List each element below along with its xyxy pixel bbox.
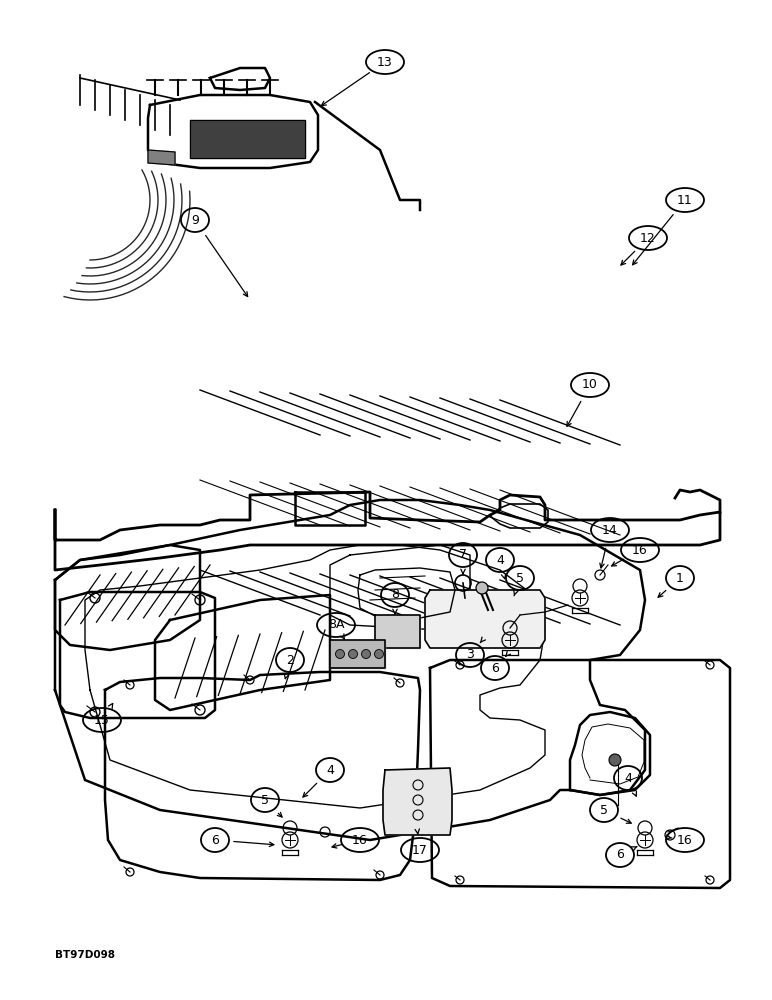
Polygon shape (375, 615, 420, 648)
Text: 6: 6 (616, 848, 624, 861)
Text: 2: 2 (286, 654, 294, 666)
Text: 17: 17 (412, 844, 428, 856)
Polygon shape (383, 768, 452, 835)
Text: 16: 16 (632, 544, 648, 556)
Text: 8A: 8A (328, 618, 344, 632)
Text: 14: 14 (602, 524, 618, 536)
Polygon shape (425, 590, 545, 648)
Text: 3: 3 (466, 648, 474, 662)
Text: 11: 11 (677, 194, 693, 207)
Text: 6: 6 (491, 662, 499, 674)
Circle shape (348, 650, 357, 658)
Circle shape (609, 754, 621, 766)
Polygon shape (190, 120, 305, 158)
Text: 1: 1 (676, 572, 684, 584)
Circle shape (476, 582, 488, 594)
Text: 6: 6 (211, 834, 219, 846)
Text: 4: 4 (624, 772, 632, 784)
Circle shape (361, 650, 371, 658)
Circle shape (374, 650, 384, 658)
Text: 5: 5 (600, 804, 608, 816)
Text: 9: 9 (191, 214, 199, 227)
Circle shape (336, 650, 344, 658)
Text: 12: 12 (640, 232, 656, 244)
Text: 10: 10 (582, 378, 598, 391)
Text: 4: 4 (326, 764, 334, 776)
Text: 4: 4 (496, 554, 504, 566)
Polygon shape (330, 640, 385, 668)
Text: 16: 16 (677, 834, 693, 846)
Text: 16: 16 (352, 834, 368, 846)
Text: 5: 5 (261, 794, 269, 806)
Text: 13: 13 (378, 55, 393, 68)
Text: 8: 8 (391, 588, 399, 601)
Text: 7: 7 (459, 548, 467, 562)
Text: 15: 15 (94, 714, 110, 726)
Polygon shape (148, 150, 175, 165)
Text: 5: 5 (516, 572, 524, 584)
Text: BT97D098: BT97D098 (55, 950, 115, 960)
